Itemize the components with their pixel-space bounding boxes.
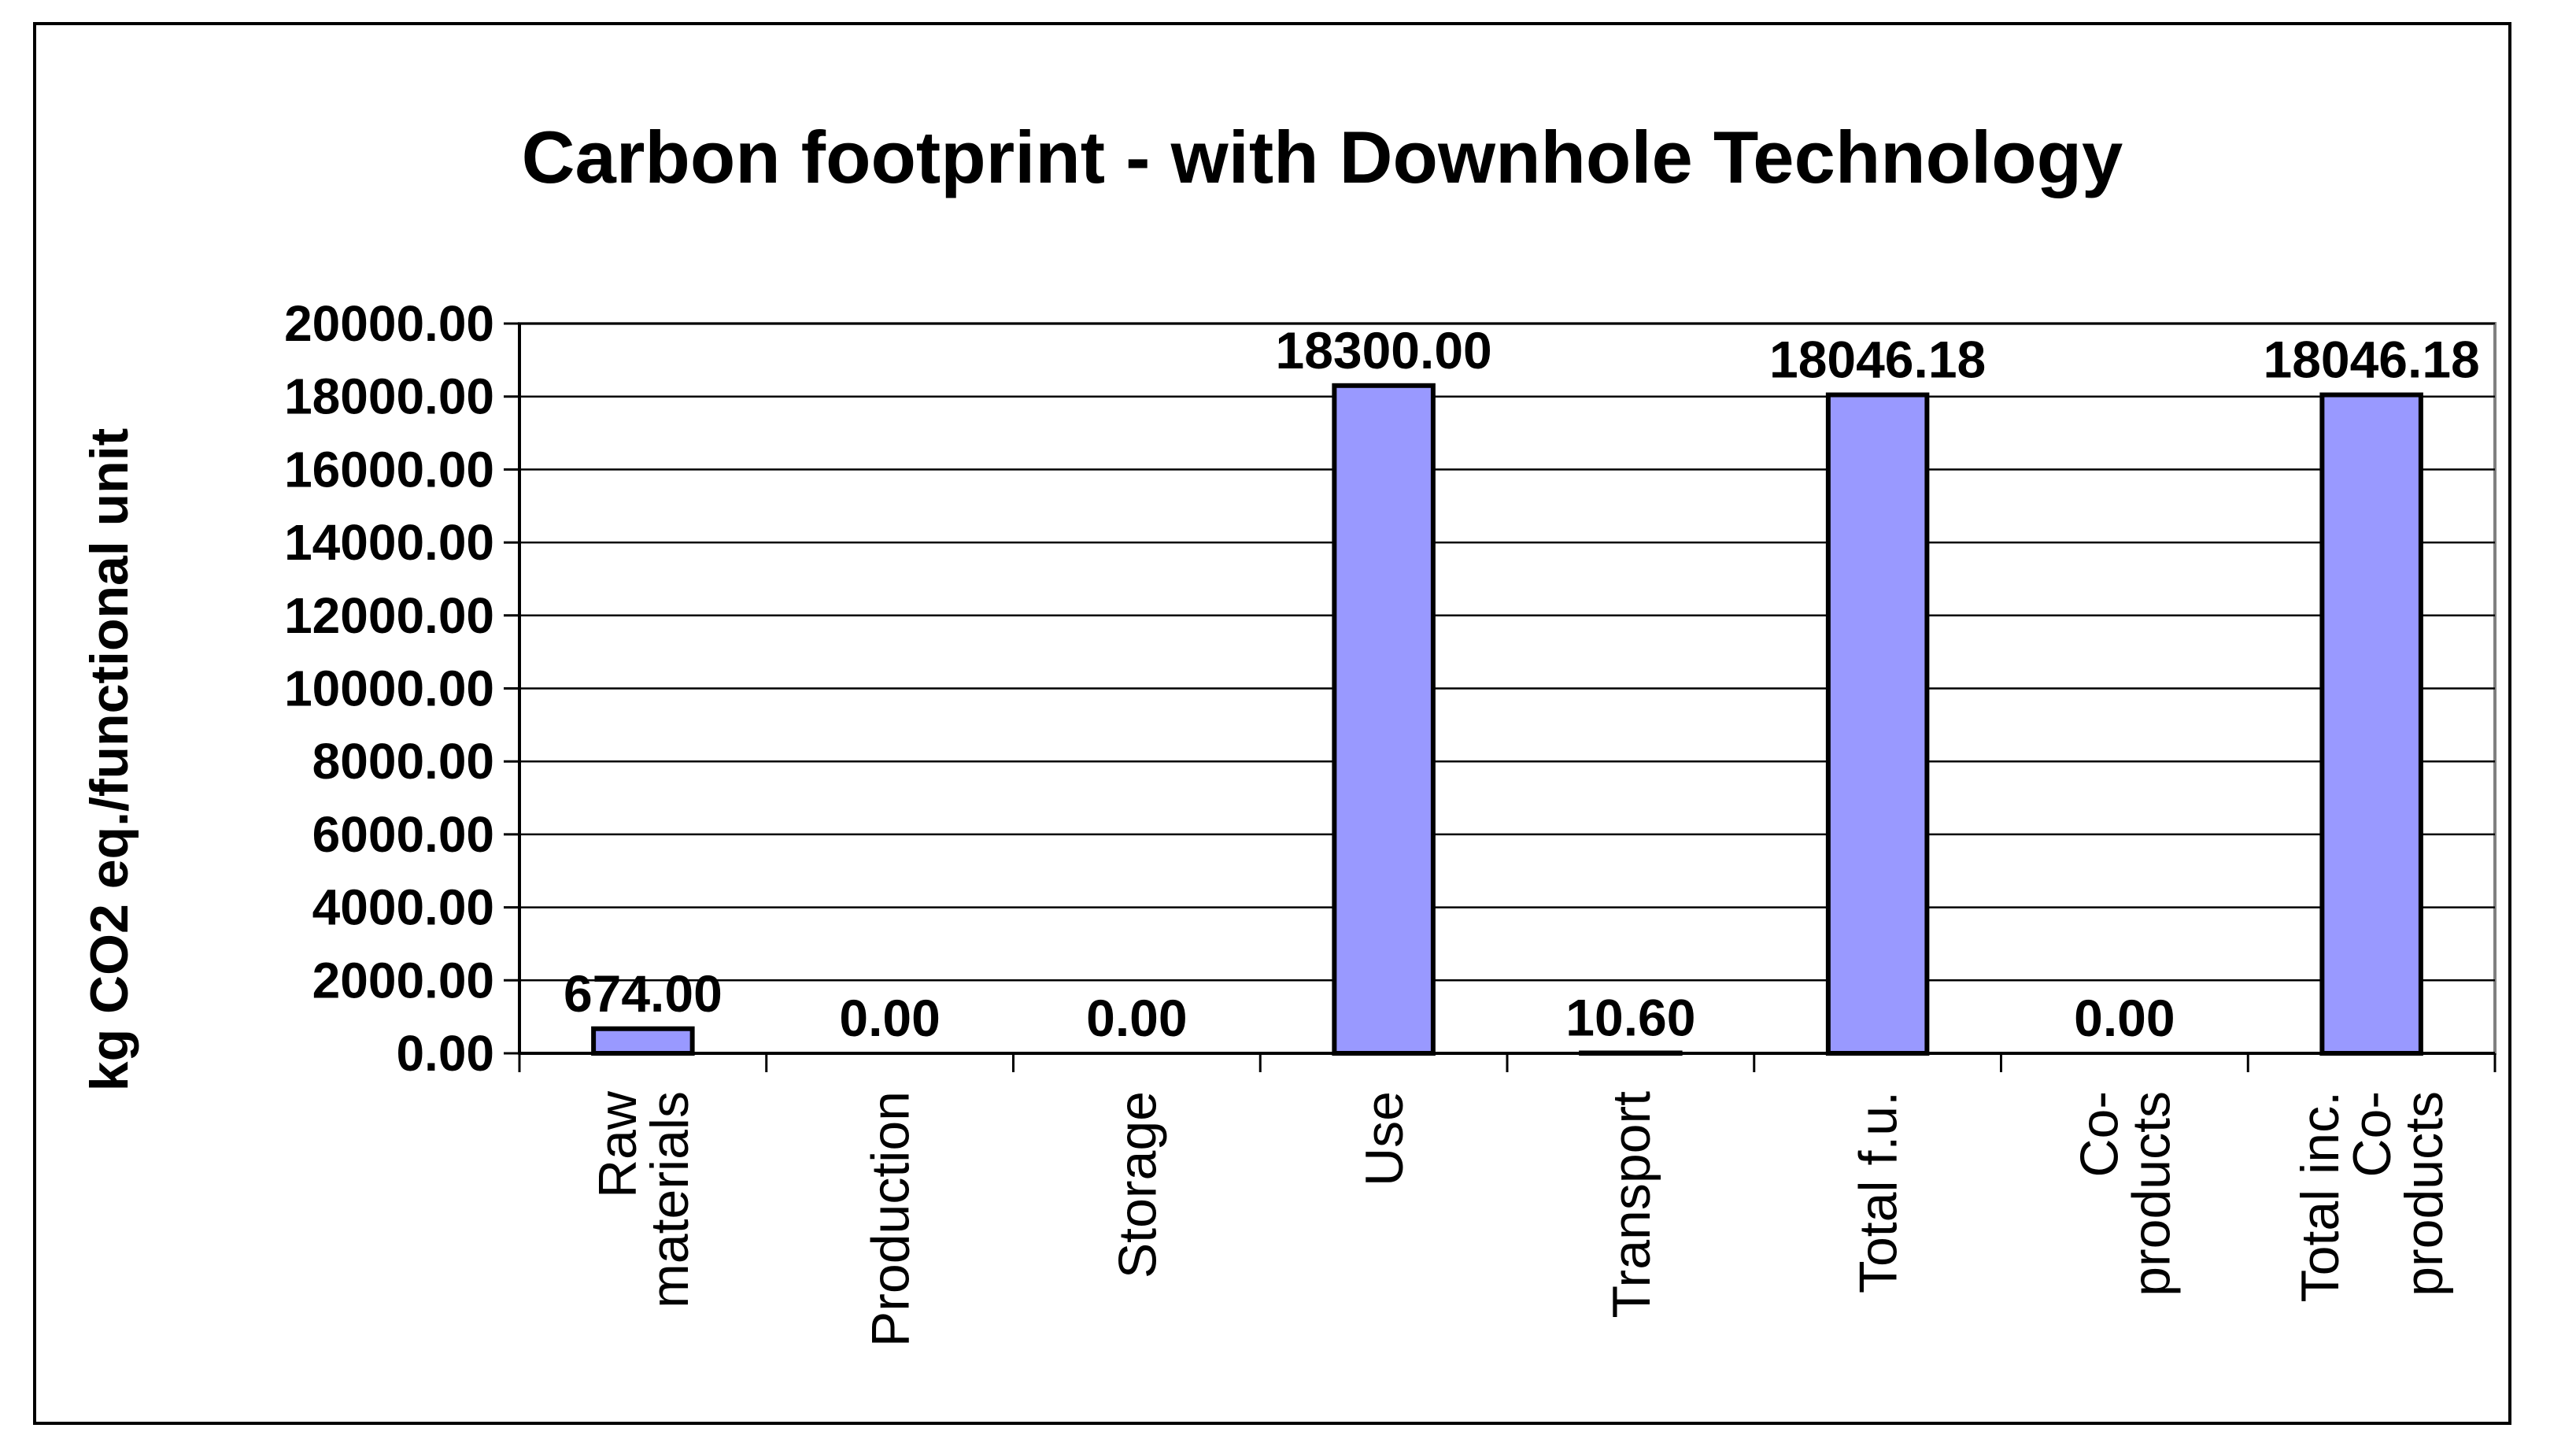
category-label-line: Co- — [2069, 1091, 2129, 1178]
category-label-line: materials — [640, 1091, 700, 1308]
bar — [593, 1029, 693, 1053]
data-label: 10.60 — [1565, 989, 1695, 1047]
category-label: Production — [861, 1091, 921, 1347]
category-label: Use — [1355, 1091, 1414, 1186]
y-tick-label: 8000.00 — [312, 733, 494, 790]
category-label-line: products — [2394, 1091, 2454, 1297]
category-label-line: Raw — [588, 1090, 648, 1198]
data-label: 0.00 — [1086, 989, 1187, 1047]
category-label-line: Total f.u. — [1849, 1091, 1909, 1293]
y-axis-label: kg CO2 eq./functional unit — [79, 428, 139, 1091]
bar — [1828, 395, 1927, 1053]
y-tick-label: 2000.00 — [312, 952, 494, 1008]
y-axis-ticks: 0.00 2000.00 4000.00 6000.00 8000.00 10000.00… — [284, 295, 519, 1082]
category-label-line: Use — [1355, 1091, 1414, 1186]
category-label-line: Production — [861, 1091, 921, 1347]
category-label-line: Co- — [2342, 1091, 2402, 1178]
category-label-line: products — [2121, 1091, 2181, 1297]
category-label-line: Transport — [1602, 1091, 1661, 1319]
data-label: 0.00 — [839, 989, 940, 1047]
y-tick-label: 6000.00 — [312, 806, 494, 863]
category-label: Transport — [1602, 1091, 1661, 1319]
chart-title: Carbon footprint - with Downhole Technol… — [522, 116, 2123, 198]
y-tick-label: 4000.00 — [312, 879, 494, 936]
data-label: 18300.00 — [1275, 321, 1491, 379]
data-label: 674.00 — [564, 964, 723, 1023]
category-label: Storage — [1107, 1091, 1167, 1278]
bar — [1334, 386, 1433, 1053]
bar — [2322, 395, 2421, 1053]
y-tick-label: 20000.00 — [284, 295, 494, 352]
y-tick-label: 12000.00 — [284, 587, 494, 644]
category-label-line: Total inc. — [2290, 1091, 2350, 1302]
y-tick-label: 14000.00 — [284, 514, 494, 571]
y-tick-label: 10000.00 — [284, 660, 494, 717]
y-tick-label: 16000.00 — [284, 441, 494, 498]
category-label-line: Storage — [1107, 1091, 1167, 1278]
data-label: 18046.18 — [2263, 331, 2479, 389]
y-tick-label: 0.00 — [396, 1025, 494, 1082]
data-label: 0.00 — [2074, 989, 2175, 1047]
data-label: 18046.18 — [1769, 331, 1986, 389]
category-label: Total f.u. — [1849, 1091, 1909, 1293]
y-tick-label: 18000.00 — [284, 368, 494, 425]
